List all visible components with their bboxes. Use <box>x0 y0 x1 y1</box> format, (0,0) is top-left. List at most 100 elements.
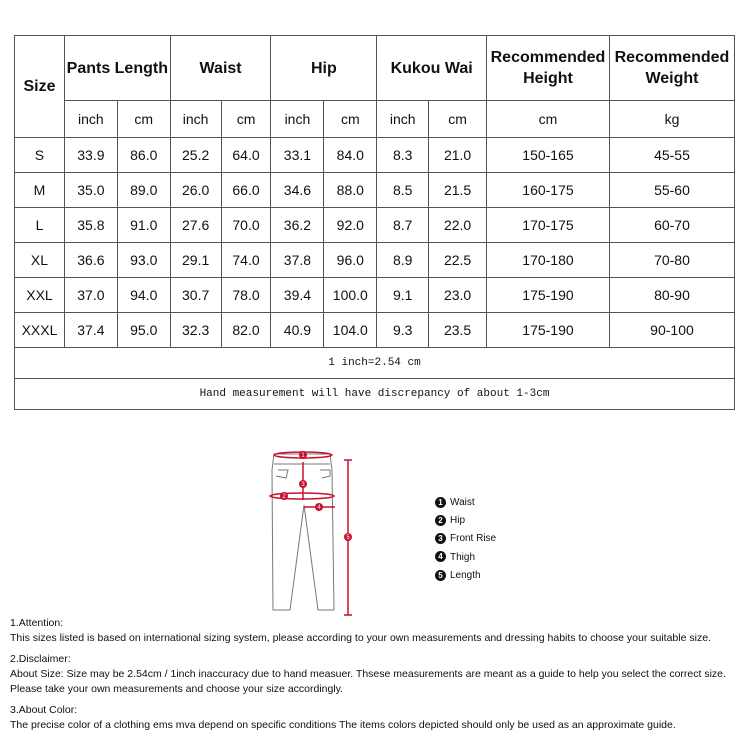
header-size: Size <box>14 35 65 138</box>
svg-text:1: 1 <box>301 453 305 459</box>
value-cell: 37.8 <box>270 242 325 278</box>
legend-item: 1 Waist <box>435 494 496 512</box>
svg-text:4: 4 <box>317 505 321 511</box>
header-kukou-wai: Kukou Wai <box>376 35 487 101</box>
value-cell: 92.0 <box>323 207 378 243</box>
value-cell: 33.9 <box>63 137 118 173</box>
legend-item: 4 Thigh <box>435 549 496 567</box>
value-cell: 40.9 <box>270 312 325 348</box>
value-cell: 36.6 <box>63 242 118 278</box>
legend-label: Hip <box>450 515 466 527</box>
value-cell: 21.0 <box>428 137 487 173</box>
legend-item: 5 Length <box>435 567 496 585</box>
value-cell: 80-90 <box>608 277 736 313</box>
header-height: Recommended Height <box>486 35 610 101</box>
value-cell: 35.8 <box>63 207 118 243</box>
value-cell: 93.0 <box>116 242 171 278</box>
legend-item: 2 Hip <box>435 512 496 530</box>
pants-measurement-diagram: 1 2 3 4 5 <box>269 451 352 616</box>
table-row: L 35.8 91.0 27.6 70.0 36.2 92.0 8.7 22.0 170-175 6… <box>14 207 736 243</box>
unit-cell: inch <box>63 100 118 138</box>
value-cell: 70-80 <box>608 242 736 278</box>
legend-label: Thigh <box>450 551 476 563</box>
value-cell: 39.4 <box>270 277 325 313</box>
table-row: S 33.9 86.0 25.2 64.0 33.1 84.0 8.3 21.0 150-165 4… <box>14 137 736 173</box>
discrepancy-note: Hand measurement will have discrepancy o… <box>14 378 735 410</box>
size-chart-table: Size Pants Length Waist Hip Kukou Wai Re… <box>14 35 736 410</box>
unit-cell: cm <box>116 100 171 138</box>
number-badge-icon: 5 <box>435 569 446 581</box>
value-cell: 33.1 <box>270 137 325 173</box>
size-cell: XL <box>14 242 65 278</box>
value-cell: 104.0 <box>323 312 378 348</box>
svg-text:3: 3 <box>301 482 305 488</box>
value-cell: 78.0 <box>220 277 272 313</box>
value-cell: 170-180 <box>486 242 610 278</box>
size-cell: S <box>14 137 65 173</box>
value-cell: 29.1 <box>169 242 222 278</box>
header-waist: Waist <box>169 35 272 101</box>
note-title: 3.About Color: <box>10 704 78 716</box>
value-cell: 175-190 <box>486 312 610 348</box>
value-cell: 64.0 <box>220 137 272 173</box>
value-cell: 86.0 <box>116 137 171 173</box>
note-title: 1.Attention: <box>10 617 64 629</box>
unit-cell: inch <box>376 100 430 138</box>
number-badge-icon: 1 <box>435 496 446 508</box>
conversion-note: 1 inch=2.54 cm <box>14 347 735 379</box>
value-cell: 34.6 <box>270 172 325 208</box>
value-cell: 8.5 <box>376 172 430 208</box>
measurement-legend: 1 Waist 2 Hip 3 Front Rise 4 Thigh 5 Length <box>435 494 496 585</box>
size-cell: M <box>14 172 65 208</box>
value-cell: 74.0 <box>220 242 272 278</box>
value-cell: 8.9 <box>376 242 430 278</box>
value-cell: 150-165 <box>486 137 610 173</box>
value-cell: 36.2 <box>270 207 325 243</box>
header-hip: Hip <box>270 35 378 101</box>
value-cell: 37.0 <box>63 277 118 313</box>
value-cell: 9.3 <box>376 312 430 348</box>
header-pants-length: Pants Length <box>63 35 171 101</box>
legend-label: Length <box>450 569 481 581</box>
value-cell: 8.7 <box>376 207 430 243</box>
value-cell: 35.0 <box>63 172 118 208</box>
table-row: M 35.0 89.0 26.0 66.0 34.6 88.0 8.5 21.5 160-175 5… <box>14 172 736 208</box>
value-cell: 23.5 <box>428 312 487 348</box>
svg-text:5: 5 <box>346 535 350 541</box>
table-row: XXXL 37.4 95.0 32.3 82.0 40.9 104.0 9.3 23.5 175-… <box>14 312 736 348</box>
value-cell: 23.0 <box>428 277 487 313</box>
value-cell: 84.0 <box>323 137 378 173</box>
value-cell: 30.7 <box>169 277 222 313</box>
value-cell: 70.0 <box>220 207 272 243</box>
unit-cell: kg <box>608 100 736 138</box>
legend-label: Waist <box>450 497 475 508</box>
value-cell: 160-175 <box>486 172 610 208</box>
table-row: XL 36.6 93.0 29.1 74.0 37.8 96.0 8.9 22.5 170-180… <box>14 242 736 278</box>
note-text: About Size: Size may be 2.54cm / 1inch i… <box>10 668 726 695</box>
value-cell: 90-100 <box>608 312 736 348</box>
value-cell: 9.1 <box>376 277 430 313</box>
value-cell: 21.5 <box>428 172 487 208</box>
value-cell: 95.0 <box>116 312 171 348</box>
unit-cell: inch <box>169 100 222 138</box>
value-cell: 170-175 <box>486 207 610 243</box>
value-cell: 100.0 <box>323 277 378 313</box>
legend-label: Front Rise <box>450 533 497 545</box>
unit-cell: cm <box>428 100 487 138</box>
note: 2.Disclaimer: About Size: Size may be 2.5… <box>10 652 750 697</box>
size-cell: XXL <box>14 277 65 313</box>
note-text: This sizes listed is based on internatio… <box>10 632 711 644</box>
number-badge-icon: 2 <box>435 515 446 527</box>
table-row: XXL 37.0 94.0 30.7 78.0 39.4 100.0 9.1 23.0 175-1… <box>14 277 736 313</box>
value-cell: 25.2 <box>169 137 222 173</box>
svg-text:2: 2 <box>282 494 286 500</box>
unit-cell: cm <box>486 100 610 138</box>
value-cell: 175-190 <box>486 277 610 313</box>
header-weight: Recommended Weight <box>608 35 736 101</box>
unit-cell: cm <box>220 100 272 138</box>
value-cell: 22.0 <box>428 207 487 243</box>
value-cell: 60-70 <box>608 207 736 243</box>
size-cell: L <box>14 207 65 243</box>
value-cell: 27.6 <box>169 207 222 243</box>
value-cell: 8.3 <box>376 137 430 173</box>
